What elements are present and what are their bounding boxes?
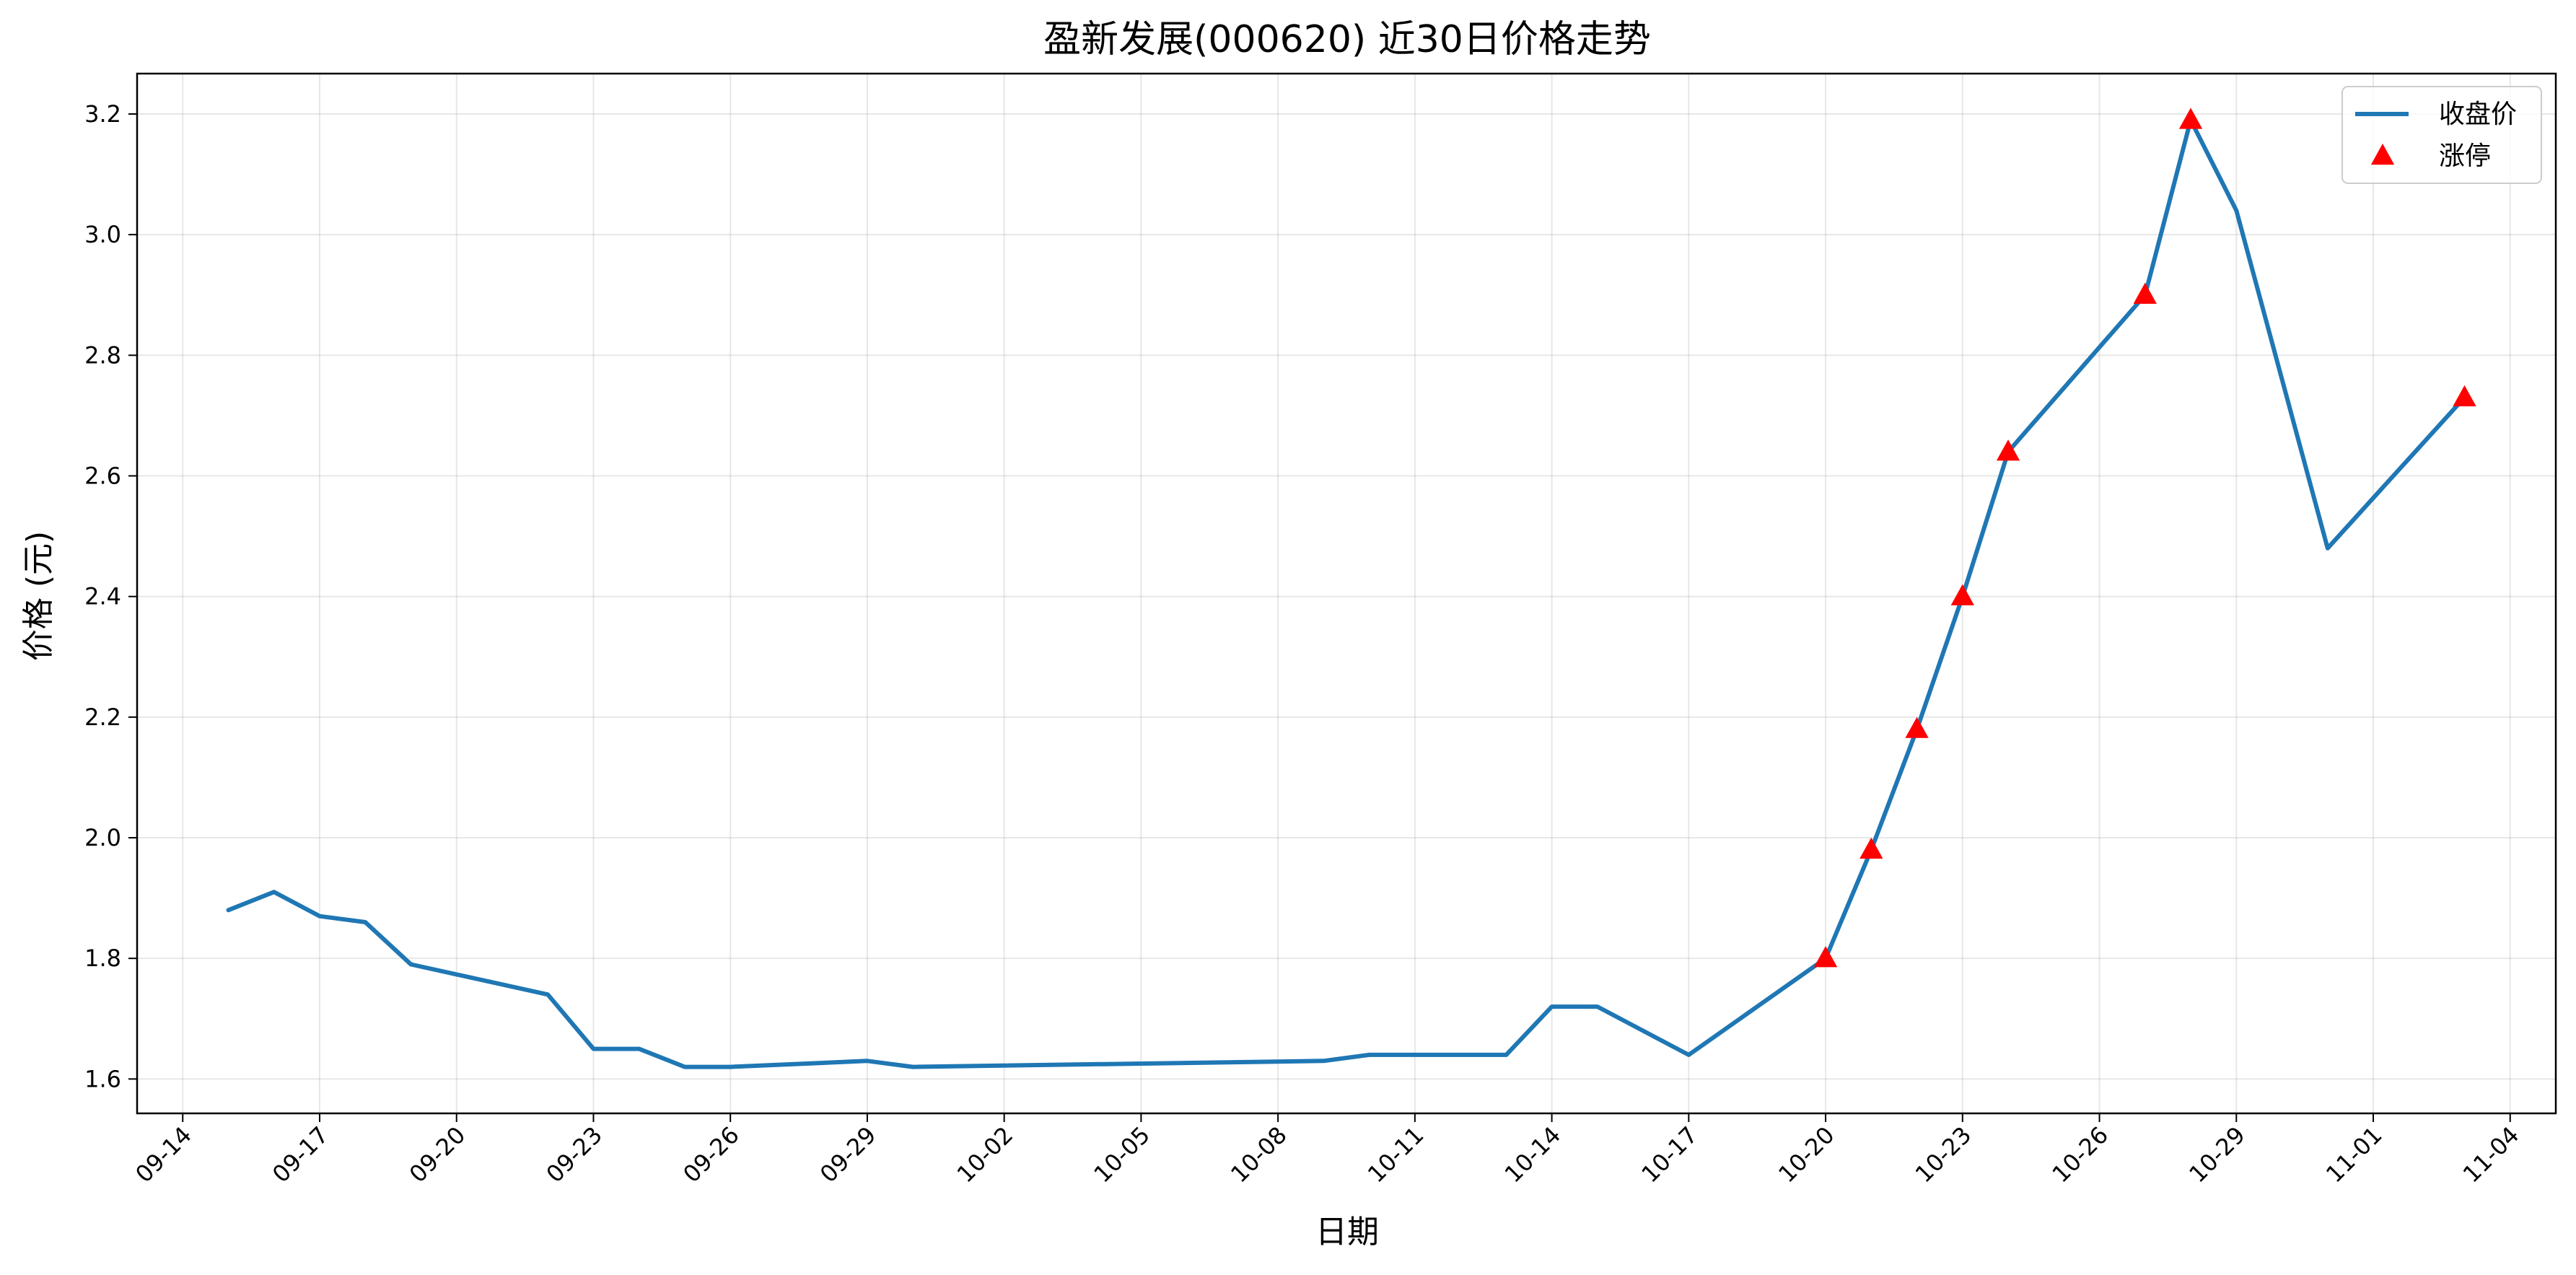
y-tick-label: 2.2	[84, 704, 121, 731]
y-tick-label: 2.4	[84, 583, 121, 610]
legend-triangle-swatch	[2370, 144, 2395, 165]
x-tick-label: 09-14	[130, 1121, 197, 1188]
x-tick-label: 10-05	[1088, 1121, 1155, 1188]
x-tick-label: 09-29	[815, 1121, 882, 1188]
y-axis-title: 价格 (元)	[20, 531, 57, 661]
x-tick-label: 11-01	[2321, 1121, 2388, 1188]
y-tick-label: 2.8	[84, 341, 121, 369]
legend-frame	[2341, 86, 2542, 184]
x-tick-label: 10-26	[2047, 1121, 2114, 1188]
y-tick-label: 2.0	[84, 824, 121, 851]
legend-label-close-price: 收盘价	[2439, 100, 2517, 129]
x-tick-label: 10-08	[1225, 1121, 1292, 1188]
limit-up-marker	[1905, 717, 1929, 738]
y-tick-label: 1.6	[84, 1065, 121, 1092]
plot-frame	[136, 72, 2557, 1115]
limit-up-marker	[1996, 439, 2020, 461]
limit-up-marker	[1813, 946, 1838, 968]
x-tick-label: 11-04	[2458, 1121, 2525, 1188]
y-tick-label: 2.6	[84, 463, 121, 490]
close-price-point	[1369, 1054, 1370, 1055]
y-tick-label: 3.2	[84, 100, 121, 128]
x-tick-label: 10-23	[1910, 1121, 1977, 1188]
x-tick-label: 10-02	[952, 1121, 1019, 1188]
axes-layer: 09-14 09-17 09-20 09-23 09-26 09-29 10-02 10-05…	[84, 72, 2557, 1188]
limit-up-marker	[2453, 385, 2476, 407]
close-price-line	[226, 118, 2467, 1069]
limit-up-marker	[2178, 108, 2203, 129]
legend-label-limit-up: 涨停	[2439, 141, 2491, 171]
limit-up-marker	[1950, 584, 1974, 605]
close-price-point	[365, 922, 366, 923]
chart-title: 盈新发展(000620) 近30日价格走势	[1043, 18, 1651, 61]
limit-up-marker	[1859, 837, 1883, 859]
close-price-point	[1688, 1054, 1689, 1055]
close-price-point	[730, 1066, 731, 1067]
x-tick-label: 09-23	[540, 1121, 608, 1188]
y-tick-label: 1.8	[84, 945, 121, 972]
series-layer	[226, 108, 2476, 1069]
close-price-point	[913, 1066, 914, 1067]
x-tick-label: 10-20	[1773, 1121, 1840, 1188]
close-price-point	[2236, 210, 2237, 211]
close-price-point	[684, 1066, 685, 1067]
x-tick-label: 10-29	[2183, 1121, 2251, 1188]
x-tick-label: 10-11	[1362, 1121, 1429, 1188]
x-tick-label: 09-17	[267, 1121, 334, 1188]
close-price-point	[593, 1048, 594, 1049]
close-price-point	[228, 910, 229, 911]
x-axis-title: 日期	[1315, 1214, 1379, 1250]
x-tick-label: 09-26	[678, 1121, 745, 1188]
x-tick-label: 10-14	[1499, 1121, 1567, 1188]
close-price-point	[273, 892, 274, 893]
close-price-point	[1506, 1054, 1507, 1055]
x-tick-label: 10-17	[1636, 1121, 1703, 1188]
grid-layer	[137, 74, 2556, 1113]
x-tick-label: 09-20	[404, 1121, 471, 1188]
y-tick-label: 3.0	[84, 221, 121, 248]
limit-up-marker	[2133, 282, 2157, 304]
